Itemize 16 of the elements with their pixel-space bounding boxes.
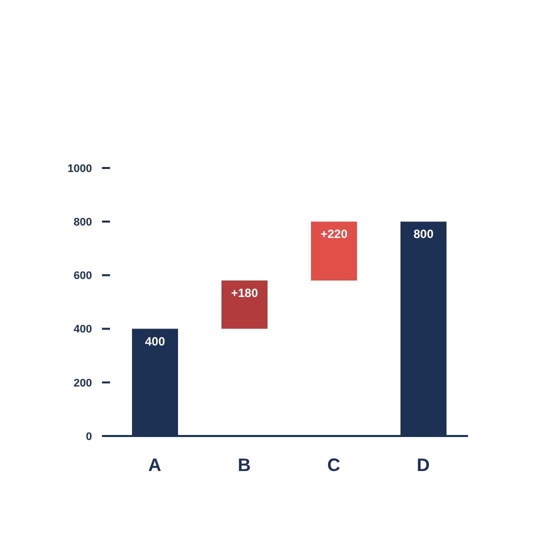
y-tick-label: 1000 [68,162,92,175]
x-tick-label: A [148,454,162,475]
data-label: +180 [230,286,258,300]
data-label: +220 [320,227,348,242]
data-label: 800 [413,227,434,242]
y-tick-label: 400 [74,324,92,336]
bar [311,222,357,281]
bar [222,280,268,329]
y-tick-label: 800 [74,216,92,229]
y-tick-label: 0 [86,430,92,443]
x-tick-label: C [327,454,340,475]
y-tick-label: 600 [74,270,92,282]
y-tick-label: 200 [74,377,92,390]
x-tick-label: D [416,454,430,475]
data-label: 400 [144,334,166,348]
x-tick-label: B [238,454,251,475]
